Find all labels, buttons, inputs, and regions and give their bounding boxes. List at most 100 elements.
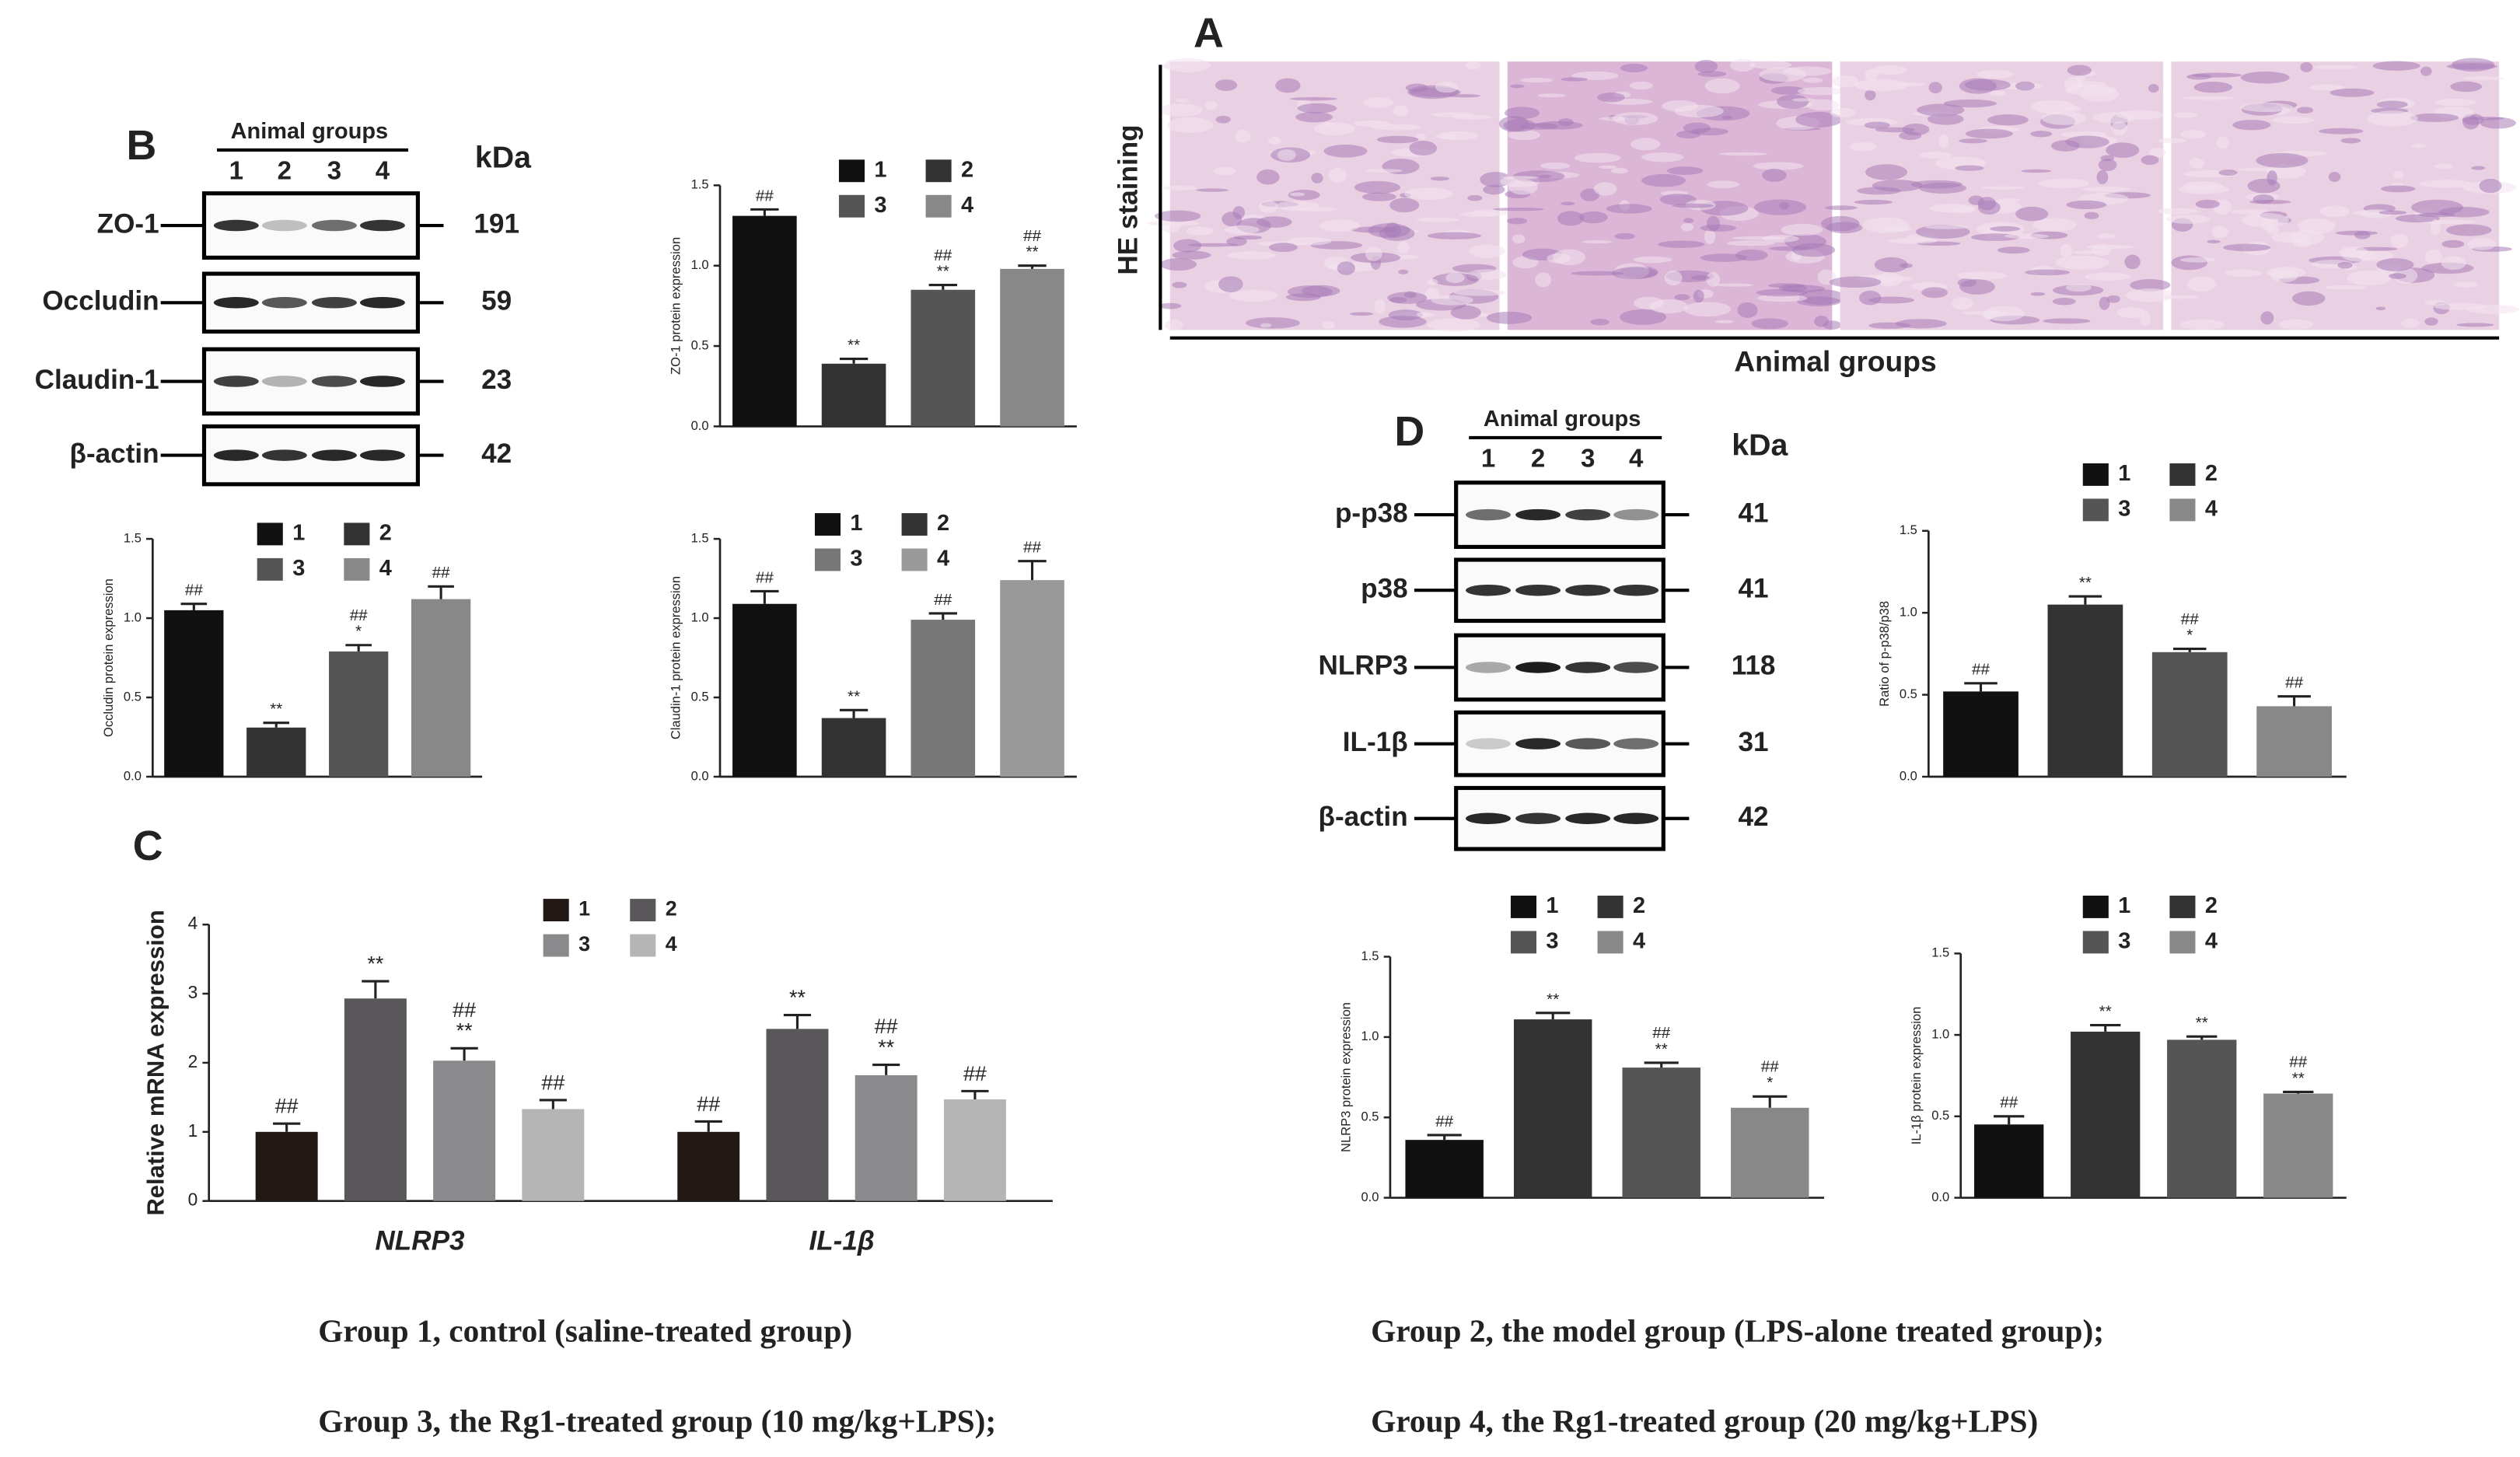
tissue-texture: [1831, 75, 1859, 88]
y-tick-label: 1.0: [691, 257, 709, 272]
significance-mark: ##: [2181, 610, 2199, 628]
tissue-texture: [1980, 186, 2025, 190]
tissue-texture: [1749, 61, 1792, 69]
tissue-texture: [1814, 316, 1829, 327]
tissue-texture: [1350, 312, 1374, 316]
tissue-texture: [2411, 199, 2464, 215]
tissue-texture: [2471, 166, 2486, 170]
tissue-texture: [2052, 298, 2076, 306]
tissue-texture: [2389, 273, 2406, 279]
tissue-texture: [1561, 77, 1589, 82]
y-tick-label: 1.5: [691, 177, 709, 192]
blot-row-label: p-p38: [1335, 498, 1408, 528]
blot-kda: 42: [481, 438, 512, 469]
tissue-texture: [1783, 66, 1832, 76]
tissue-texture: [2441, 256, 2466, 271]
legend-swatch: [838, 194, 865, 218]
legend-label: 2: [379, 521, 392, 546]
tissue-texture: [2072, 250, 2104, 254]
tissue-texture: [1319, 219, 1361, 232]
blot-band: [1565, 662, 1611, 673]
tissue-texture: [2479, 179, 2502, 194]
tissue-texture: [1501, 176, 1539, 180]
error-bar: [750, 208, 779, 216]
tissue-texture: [1694, 59, 1718, 73]
tissue-texture: [1172, 250, 1211, 260]
lane-label: 3: [327, 157, 341, 186]
y-tick-label: 0.5: [124, 689, 142, 704]
tissue-texture: [1938, 134, 1949, 148]
error-bar: [2186, 1035, 2218, 1040]
tissue-texture: [1277, 149, 1296, 161]
significance-mark: ##: [934, 591, 952, 609]
tissue-texture: [2467, 237, 2497, 250]
y-tick-label: 1.5: [1900, 522, 1917, 537]
bar: [164, 610, 224, 777]
panel-label: A: [1194, 9, 1224, 56]
tissue-texture: [1606, 204, 1652, 214]
tissue-texture: [1227, 251, 1277, 260]
blot-band: [1565, 508, 1611, 521]
significance-mark: **: [2099, 1002, 2112, 1020]
legend-label: 4: [2205, 929, 2218, 954]
tissue-texture: [1704, 229, 1715, 245]
error-bar: [2283, 1090, 2314, 1094]
error-bar: [750, 589, 779, 604]
significance-mark: ##: [185, 582, 203, 599]
tissue-texture: [1311, 173, 1323, 183]
y-tick-label: 0.5: [1931, 1108, 1949, 1123]
error-bar: [839, 708, 869, 718]
bar: [522, 1109, 585, 1201]
tissue-texture: [2441, 239, 2465, 248]
tissue-texture: [2130, 279, 2171, 292]
tissue-texture: [1611, 267, 1658, 280]
tissue-texture: [1483, 184, 1505, 195]
blot-row-label: β-actin: [1319, 802, 1408, 832]
tissue-texture: [1659, 194, 1697, 205]
tissue-texture: [2218, 169, 2238, 176]
tissue-texture: [2347, 270, 2392, 286]
significance-mark: **: [937, 262, 949, 280]
blot-band: [1466, 585, 1511, 596]
tissue-texture: [1714, 283, 1754, 287]
blot-band: [1613, 662, 1659, 673]
legend-swatch: [2082, 498, 2109, 522]
tissue-texture: [2195, 199, 2220, 209]
error-bar: [1644, 1061, 1679, 1068]
blot-band: [1515, 662, 1561, 673]
tissue-texture: [2249, 200, 2291, 204]
error-bar: [450, 1046, 478, 1061]
y-tick-label: 1: [188, 1120, 198, 1141]
tissue-texture: [2376, 100, 2408, 109]
panel-label: D: [1394, 408, 1424, 455]
tissue-texture: [2179, 319, 2225, 330]
tissue-texture: [2141, 155, 2159, 166]
tissue-texture: [1519, 78, 1554, 83]
legend-swatch: [2169, 931, 2196, 954]
bar: [943, 1099, 1006, 1201]
bar: [2151, 652, 2228, 777]
tissue-texture: [2247, 178, 2281, 194]
y-tick-label: 0.5: [691, 337, 709, 352]
tissue-texture: [2082, 187, 2131, 192]
tissue-texture: [2239, 103, 2294, 113]
tissue-texture: [1467, 194, 1483, 201]
error-bar: [263, 722, 290, 728]
bar: [433, 1060, 496, 1201]
significance-mark: ##: [1652, 1024, 1670, 1042]
bar: [821, 363, 886, 427]
legend-label: 3: [292, 556, 305, 581]
blot-band: [261, 449, 307, 461]
tissue-texture: [2074, 75, 2086, 83]
tissue-texture: [1666, 166, 1704, 175]
bar: [1974, 1124, 2044, 1198]
bar: [1513, 1019, 1592, 1198]
tissue-texture: [1260, 323, 1272, 328]
tissue-texture: [1854, 79, 1909, 92]
legend-swatch: [925, 159, 952, 183]
tissue-texture: [2300, 61, 2313, 72]
tissue-texture: [2424, 317, 2438, 326]
tissue-texture: [1213, 166, 1236, 176]
y-tick-label: 0.0: [1931, 1190, 1949, 1204]
y-tick-label: 3: [188, 982, 198, 1002]
